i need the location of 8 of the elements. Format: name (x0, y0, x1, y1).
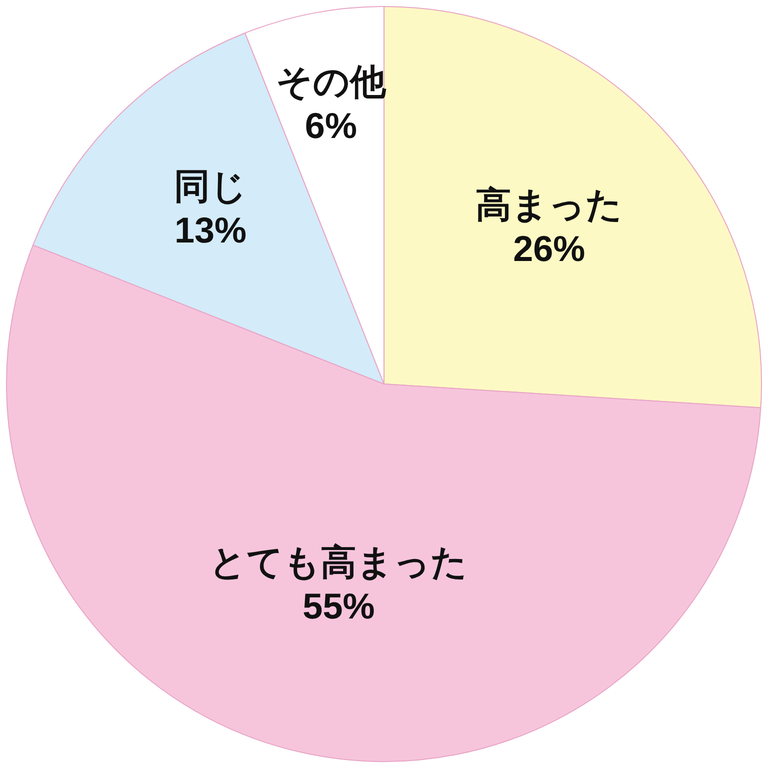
data-label: 13% (174, 209, 247, 250)
slice-label: 高まった (476, 184, 623, 225)
data-label: 26% (513, 228, 586, 269)
slice-label: 同じ (174, 165, 247, 206)
data-label: 6% (304, 104, 357, 146)
data-label: 55% (302, 586, 375, 627)
slice-label: とても高まった (210, 542, 468, 583)
slice-label: その他 (276, 60, 387, 102)
